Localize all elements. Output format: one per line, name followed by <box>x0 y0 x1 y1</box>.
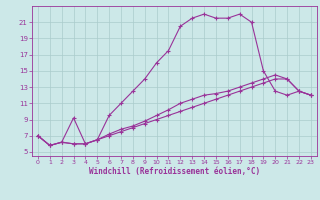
X-axis label: Windchill (Refroidissement éolien,°C): Windchill (Refroidissement éolien,°C) <box>89 167 260 176</box>
